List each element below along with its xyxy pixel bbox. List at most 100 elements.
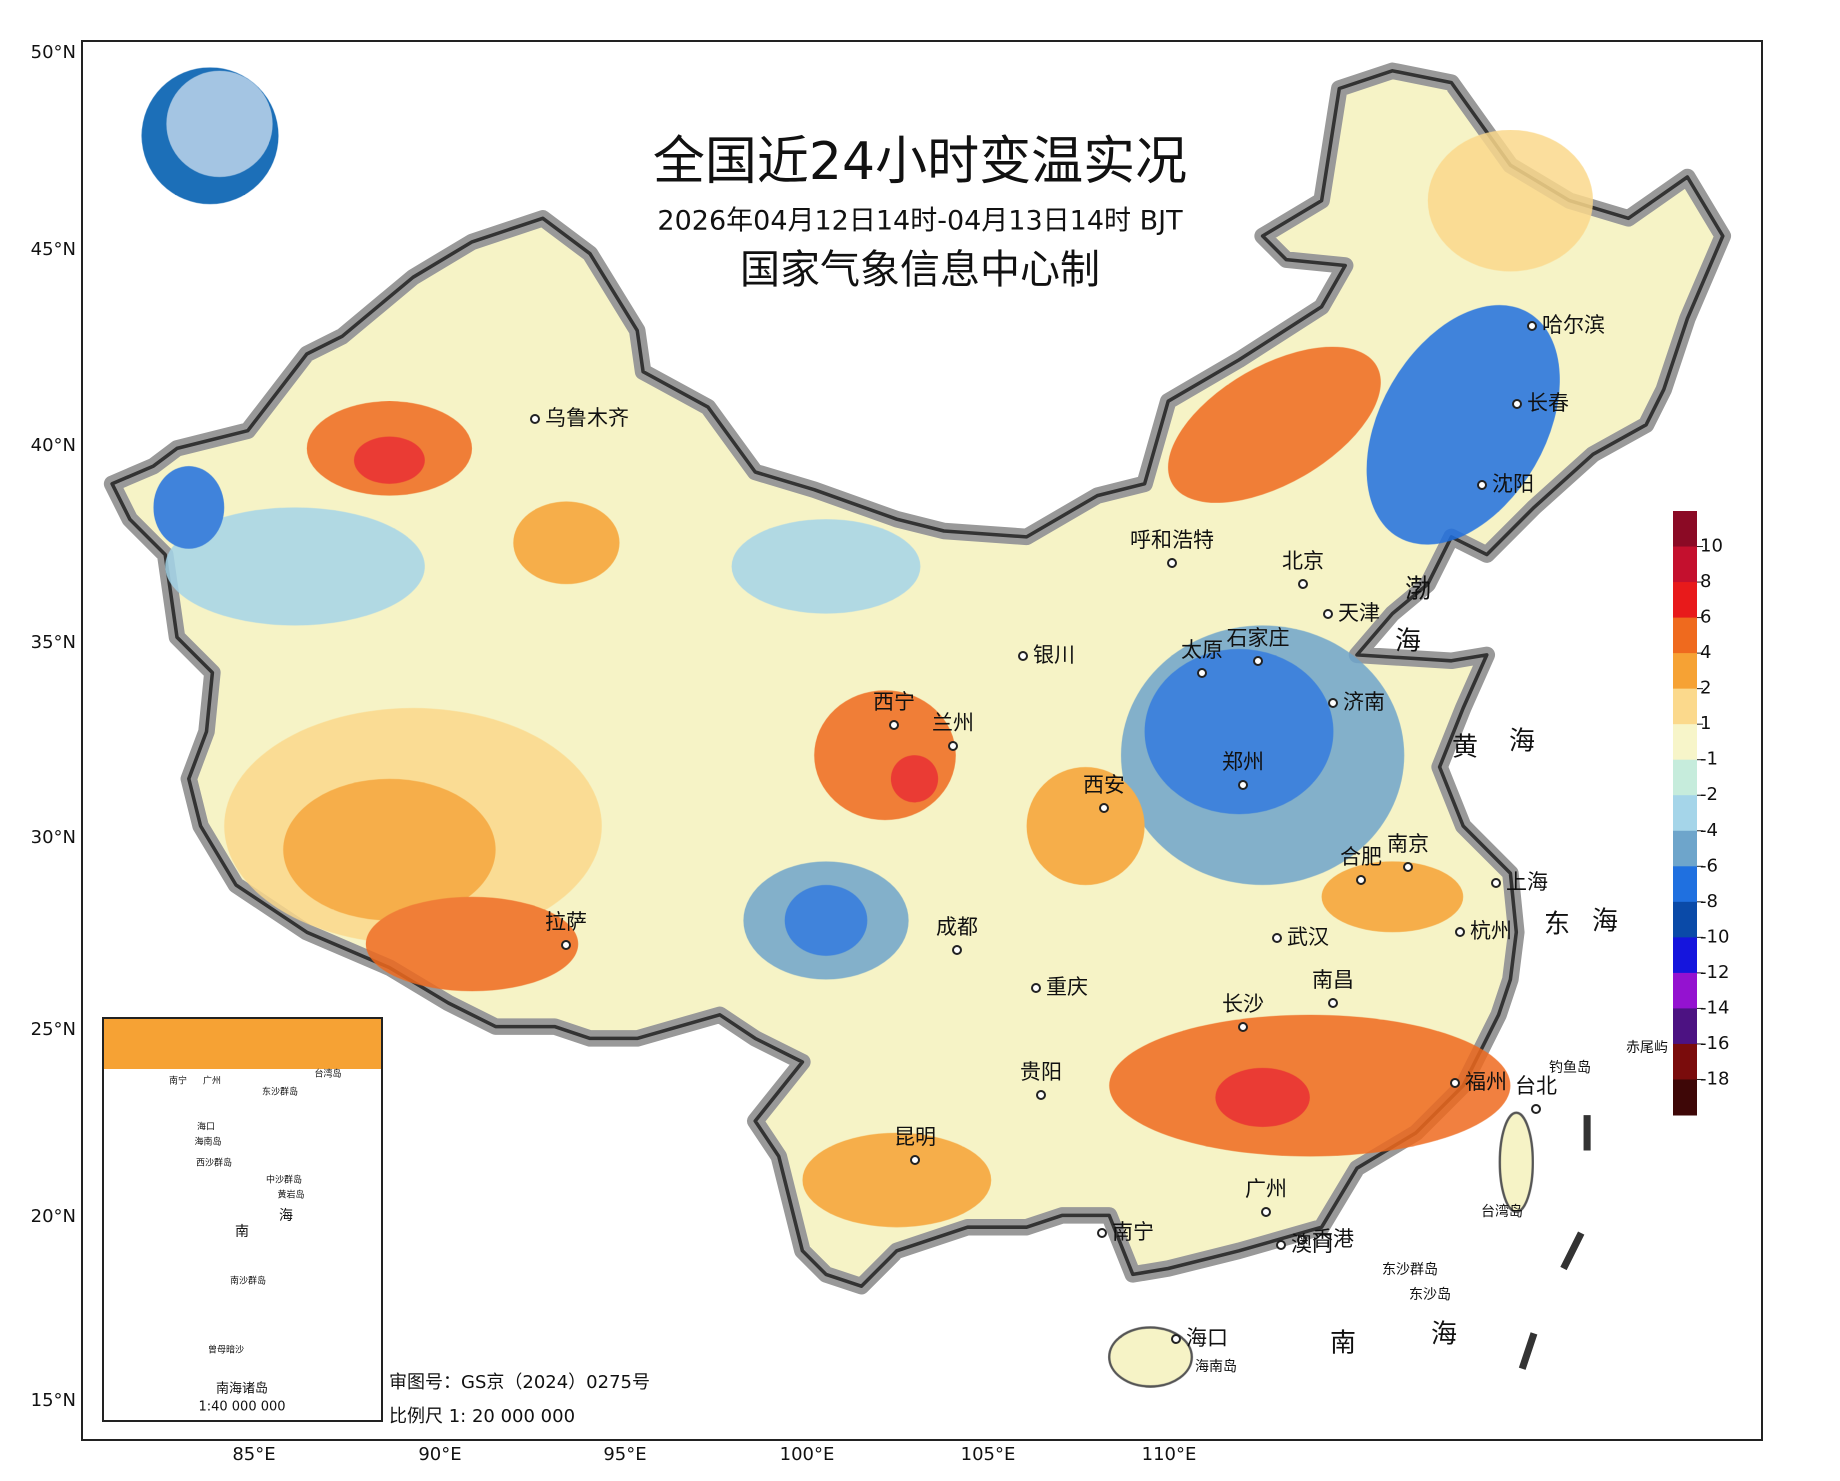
- inset-label: 南: [235, 1224, 249, 1240]
- lon-label: 110°E: [1142, 1444, 1197, 1465]
- city-dot: [1455, 927, 1465, 937]
- city-dot: [1171, 1334, 1181, 1344]
- city-label: 台北: [1515, 1074, 1557, 1098]
- lat-label: 35°N: [31, 632, 76, 653]
- city-dot: [1031, 983, 1041, 993]
- city-dot: [1297, 1235, 1307, 1245]
- inset-label: 海口: [197, 1121, 215, 1133]
- map-shapes: [103, 62, 1732, 1388]
- city-dot: [1097, 1228, 1107, 1238]
- legend-swatch: [1673, 759, 1697, 796]
- nine-dash-line: [1518, 1115, 1591, 1370]
- city-label: 海口: [1186, 1326, 1228, 1350]
- inset-label: 黄岩岛: [277, 1189, 304, 1201]
- legend-swatch: [1673, 937, 1697, 974]
- city-label: 香港: [1312, 1227, 1354, 1251]
- city-dot: [1323, 609, 1333, 619]
- legend-swatch: [1673, 724, 1697, 761]
- city-dot: [1491, 878, 1501, 888]
- legend-swatch: [1673, 830, 1697, 867]
- legend-swatch: [1673, 795, 1697, 832]
- city-dot: [948, 741, 958, 751]
- lat-label: 45°N: [31, 239, 76, 260]
- inset-label: 西沙群岛: [196, 1157, 232, 1169]
- lat-label: 40°N: [31, 435, 76, 456]
- city-label: 南昌: [1312, 968, 1354, 992]
- city-label: 贵阳: [1020, 1060, 1062, 1084]
- inset-label: 中沙群岛: [266, 1174, 302, 1186]
- legend-swatch: [1673, 688, 1697, 725]
- city-dot: [1272, 933, 1282, 943]
- city-dot: [1328, 998, 1338, 1008]
- city-label: 重庆: [1046, 975, 1088, 999]
- city-label: 南宁: [1112, 1220, 1154, 1244]
- inset-label: 海南岛: [194, 1136, 221, 1148]
- legend-swatch: [1673, 1043, 1697, 1080]
- city-dot: [1450, 1078, 1460, 1088]
- city-label: 拉萨: [545, 910, 587, 934]
- inset-frame: [102, 1017, 383, 1422]
- city-dot: [889, 720, 899, 730]
- logo-inner: [166, 70, 273, 178]
- city-label: 石家庄: [1227, 626, 1290, 650]
- island-label: 钓鱼岛: [1549, 1059, 1591, 1076]
- legend-label: 6: [1700, 607, 1711, 628]
- temperature-fields: [153, 129, 1594, 1228]
- title: 全国近24小时变温实况: [653, 132, 1187, 192]
- sea-label: 黄: [1452, 733, 1478, 763]
- inset-label: 广州: [203, 1075, 221, 1087]
- inset-label: 南沙群岛: [230, 1275, 266, 1287]
- lon-label: 100°E: [780, 1444, 835, 1465]
- city-dot: [1512, 399, 1522, 409]
- legend-label: -16: [1700, 1033, 1729, 1054]
- legend-label: -12: [1700, 962, 1729, 983]
- city-label: 太原: [1181, 638, 1223, 662]
- city-label: 南京: [1387, 832, 1429, 856]
- city-label: 郑州: [1222, 750, 1264, 774]
- inset-label: 海: [279, 1208, 293, 1224]
- city-dot: [1356, 875, 1366, 885]
- lon-label: 105°E: [961, 1444, 1016, 1465]
- city-label: 广州: [1245, 1177, 1287, 1201]
- city-dot: [1238, 780, 1248, 790]
- city-dot: [1328, 698, 1338, 708]
- legend-swatch: [1673, 901, 1697, 938]
- china-border: [110, 69, 1725, 1288]
- city-dot: [1531, 1104, 1541, 1114]
- sea-label: 东: [1544, 910, 1570, 940]
- city-label: 合肥: [1340, 845, 1382, 869]
- city-label: 长春: [1527, 391, 1569, 415]
- city-dot: [1197, 668, 1207, 678]
- city-label: 兰州: [932, 711, 974, 735]
- city-label: 西宁: [873, 690, 915, 714]
- city-dot: [530, 414, 540, 424]
- scale: 比例尺 1: 20 000 000: [389, 1406, 575, 1427]
- legend-swatch: [1673, 582, 1697, 619]
- island-label: 台湾岛: [1481, 1203, 1523, 1220]
- city-label: 杭州: [1470, 919, 1512, 943]
- city-label: 西安: [1083, 773, 1125, 797]
- city-dot: [1527, 321, 1537, 331]
- city-label: 济南: [1343, 690, 1385, 714]
- city-label: 福州: [1465, 1070, 1507, 1094]
- city-label: 哈尔滨: [1542, 313, 1605, 337]
- lon-label: 90°E: [418, 1444, 461, 1465]
- city-label: 呼和浩特: [1130, 528, 1214, 552]
- city-label: 上海: [1506, 870, 1548, 894]
- legend-swatch: [1673, 1008, 1697, 1045]
- city-dot: [1167, 558, 1177, 568]
- inset-label: 东沙群岛: [262, 1086, 298, 1098]
- city-label: 昆明: [894, 1125, 936, 1149]
- legend-label: 2: [1700, 678, 1711, 699]
- city-label: 银川: [1033, 643, 1075, 667]
- inset-label: 曾母暗沙: [208, 1344, 244, 1356]
- legend-swatch: [1673, 653, 1697, 690]
- legend-swatch: [1673, 546, 1697, 583]
- inset-land: [104, 1019, 381, 1069]
- city-dot: [910, 1155, 920, 1165]
- inset-title: 南海诸岛: [216, 1381, 268, 1397]
- city-dot: [1099, 803, 1109, 813]
- city-dot: [561, 940, 571, 950]
- legend-label: -14: [1700, 997, 1729, 1018]
